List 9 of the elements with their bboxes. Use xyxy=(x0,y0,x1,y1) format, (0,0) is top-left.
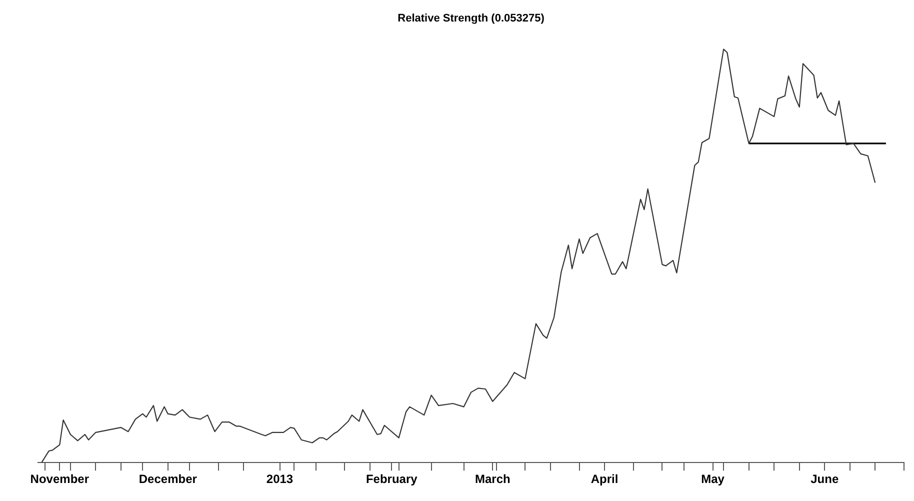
x-tick-label: November xyxy=(30,472,90,486)
x-tick-label: April xyxy=(590,472,618,486)
x-tick-label: March xyxy=(474,472,510,486)
x-tick-label: June xyxy=(810,472,839,486)
chart-title: Relative Strength (0.053275) xyxy=(398,12,545,25)
x-tick-label: May xyxy=(701,472,725,486)
x-tick-label: 2013 xyxy=(266,472,294,486)
x-tick-label: December xyxy=(138,472,198,486)
x-tick-label: February xyxy=(366,472,418,486)
